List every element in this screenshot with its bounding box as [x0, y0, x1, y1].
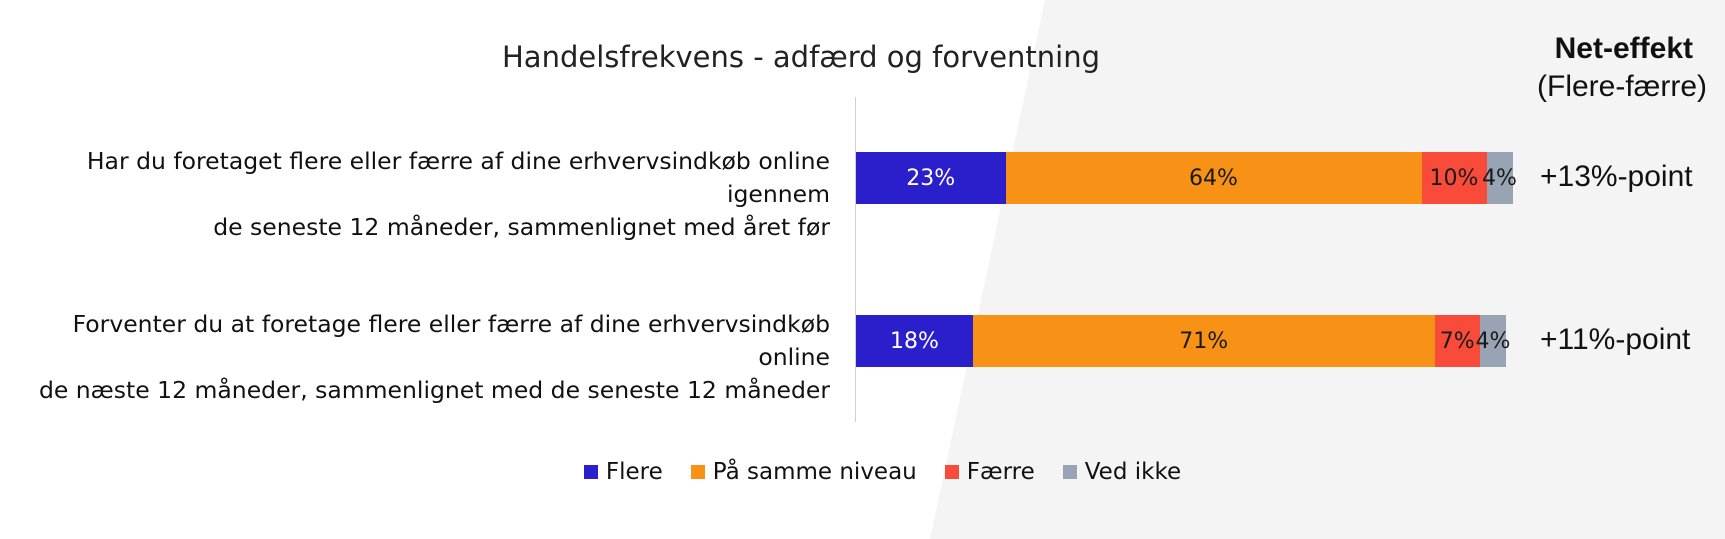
legend-label: Flere [605, 459, 663, 485]
net-effect-heading: Net-effekt [1554, 32, 1693, 65]
bar-segment-flere: 23% [856, 152, 1006, 204]
category-label-line: de næste 12 måneder, sammenlignet med de… [38, 376, 830, 404]
bar-segment-ved-ikke: 4% [1482, 152, 1517, 204]
stacked-bar-1: 23% 64% 10% 4% [856, 152, 1517, 204]
legend-swatch [690, 465, 705, 479]
legend-item: Flere [583, 459, 663, 485]
bar-segment-flere: 18% [856, 315, 973, 367]
legend-item: Ved ikke [1062, 459, 1182, 485]
category-label-line: de seneste 12 måneder, sammenlignet med … [213, 213, 830, 241]
category-label-1: Har du foretaget flere eller færre af di… [10, 145, 830, 244]
legend-label: Ved ikke [1084, 459, 1182, 485]
data-label: 4% [1475, 328, 1511, 354]
category-label-line: Har du foretaget flere eller færre af di… [86, 147, 830, 208]
legend-item: På samme niveau [690, 459, 917, 485]
net-effect-value-1: +13%-point [1540, 160, 1693, 193]
bar-segment-ved-ikke: 4% [1476, 315, 1510, 367]
legend-swatch [944, 465, 959, 479]
data-label: 18% [890, 328, 939, 354]
stacked-bar-2: 18% 71% 7% 4% [856, 315, 1510, 367]
bar-segment-færre: 10% [1421, 152, 1487, 204]
chart-legend: Flere På samme niveau Færre Ved ikke [0, 459, 1725, 485]
legend-item: Færre [944, 459, 1035, 485]
legend-swatch [1062, 465, 1077, 479]
data-label: 10% [1429, 165, 1479, 191]
data-label: 64% [1189, 165, 1238, 191]
legend-swatch [583, 465, 598, 479]
data-label: 7% [1439, 328, 1475, 354]
category-axis-line [855, 97, 856, 422]
data-label: 71% [1179, 328, 1229, 354]
bar-segment-på-samme-niveau: 64% [1005, 152, 1422, 204]
net-effect-subheading: (Flere-færre) [1537, 70, 1707, 103]
legend-label: Færre [966, 459, 1035, 485]
data-label: 4% [1482, 165, 1517, 191]
data-label: 23% [906, 165, 956, 191]
net-effect-value-2: +11%-point [1540, 323, 1691, 356]
bar-segment-på-samme-niveau: 71% [973, 315, 1435, 367]
category-label-line: Forventer du at foretage flere eller fær… [72, 310, 830, 371]
legend-label: På samme niveau [712, 459, 917, 485]
bar-segment-færre: 7% [1434, 315, 1480, 367]
chart-title: Handelsfrekvens - adfærd og forventning [502, 40, 1101, 74]
category-label-2: Forventer du at foretage flere eller fær… [10, 308, 830, 407]
